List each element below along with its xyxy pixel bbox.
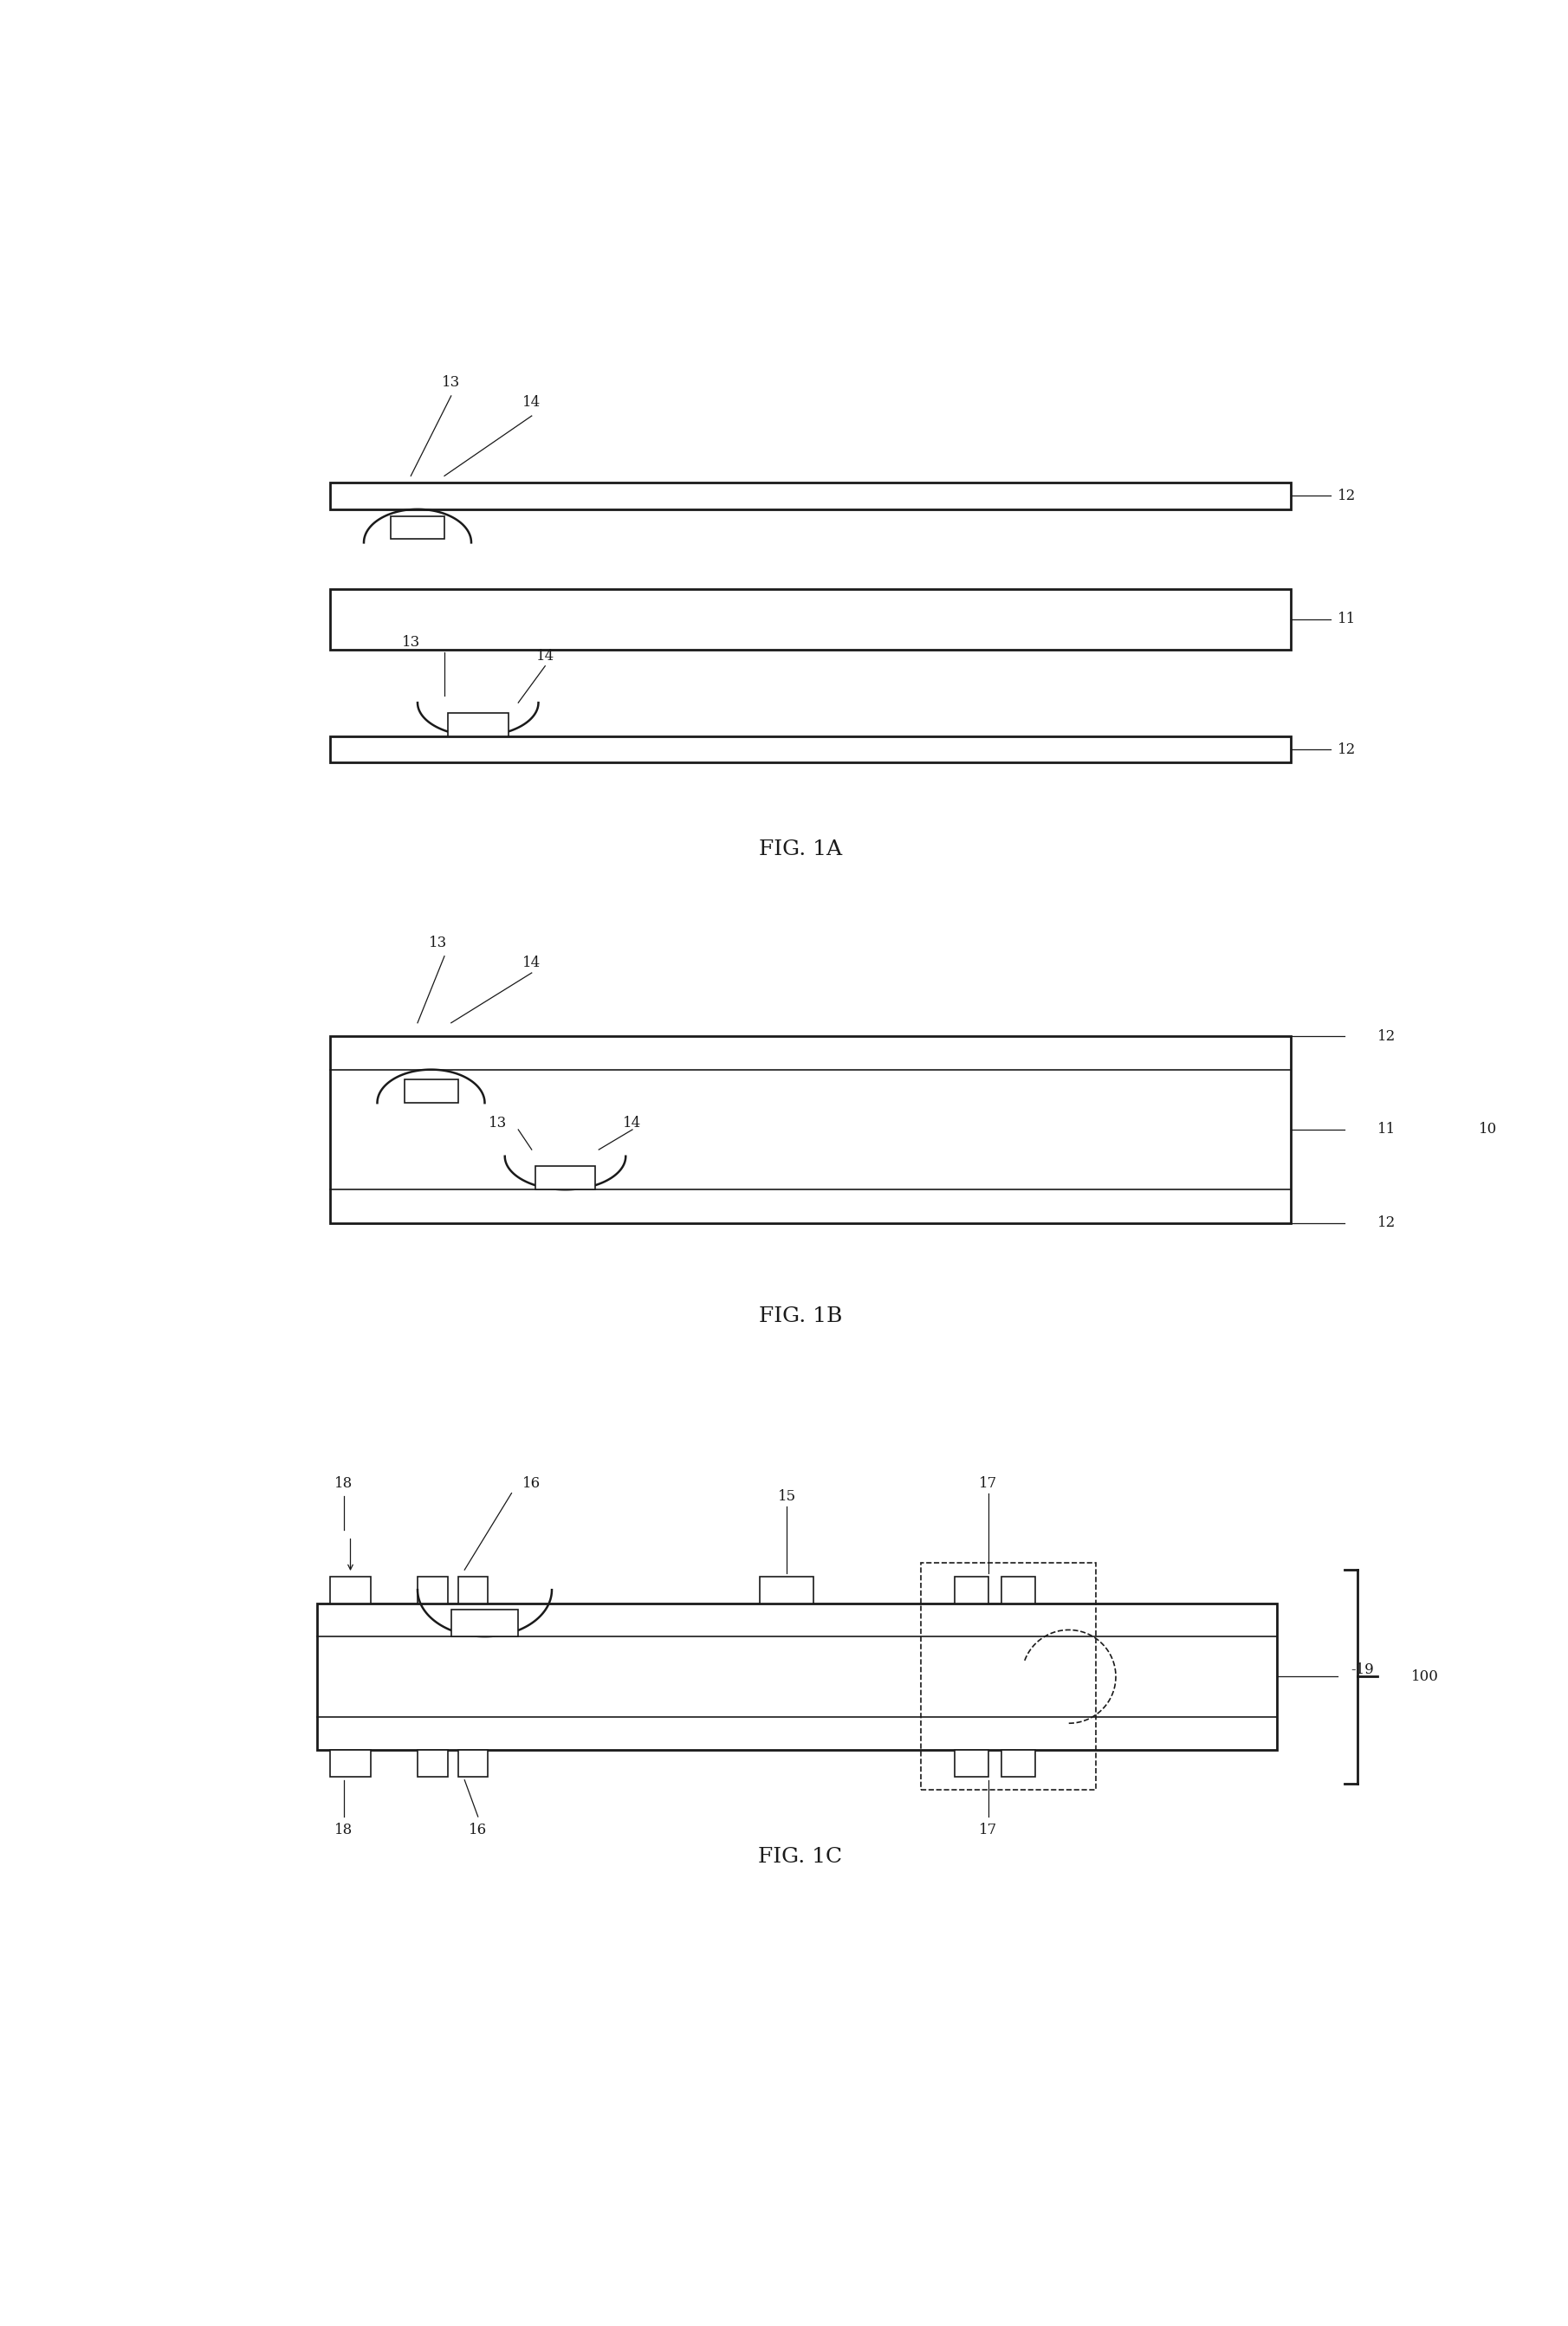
Text: 100: 100	[1411, 1670, 1439, 1684]
Text: 13: 13	[401, 635, 420, 649]
Text: 17: 17	[978, 1824, 997, 1838]
Text: 12: 12	[1378, 1028, 1396, 1044]
Bar	[405, 1079, 458, 1103]
Bar	[317, 1603, 1276, 1749]
Bar	[920, 1563, 1096, 1791]
Bar	[1002, 1749, 1035, 1777]
Text: 17: 17	[978, 1475, 997, 1491]
Text: FIG. 1B: FIG. 1B	[759, 1307, 842, 1326]
Text: 12: 12	[1378, 1216, 1396, 1230]
Bar	[452, 1610, 519, 1638]
Text: 16: 16	[469, 1824, 488, 1838]
Bar	[331, 735, 1290, 763]
Bar	[1002, 1577, 1035, 1603]
Text: 14: 14	[622, 1116, 641, 1130]
Text: 15: 15	[778, 1489, 797, 1505]
Bar	[331, 588, 1290, 649]
Text: 14: 14	[522, 395, 541, 409]
Bar	[458, 1749, 488, 1777]
Text: 13: 13	[489, 1116, 508, 1130]
Text: 11: 11	[1338, 612, 1356, 626]
Text: 18: 18	[334, 1824, 353, 1838]
Bar	[760, 1577, 814, 1603]
Text: 18: 18	[334, 1475, 353, 1491]
Text: 11: 11	[1378, 1121, 1396, 1137]
Text: 14: 14	[536, 649, 555, 663]
Text: -19: -19	[1350, 1663, 1374, 1677]
Bar	[390, 516, 444, 540]
Text: 12: 12	[1338, 742, 1356, 756]
Text: FIG. 1C: FIG. 1C	[759, 1847, 842, 1868]
Bar	[331, 481, 1290, 509]
Bar	[535, 1165, 596, 1189]
Bar	[448, 712, 508, 735]
Bar	[955, 1577, 988, 1603]
Bar	[331, 1577, 370, 1603]
Bar	[417, 1577, 448, 1603]
Text: 13: 13	[442, 374, 461, 391]
Text: 10: 10	[1479, 1121, 1497, 1137]
Bar	[955, 1749, 988, 1777]
Text: 13: 13	[428, 935, 447, 951]
Bar	[331, 1035, 1290, 1223]
Bar	[458, 1577, 488, 1603]
Text: 12: 12	[1338, 488, 1356, 502]
Bar	[331, 1749, 370, 1777]
Text: 14: 14	[522, 956, 541, 970]
Text: 16: 16	[522, 1475, 541, 1491]
Text: FIG. 1A: FIG. 1A	[759, 840, 842, 858]
Bar	[417, 1749, 448, 1777]
